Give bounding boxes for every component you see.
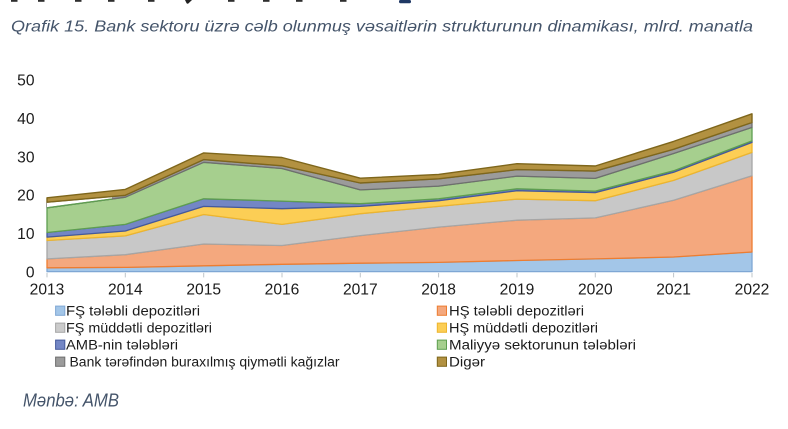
svg-text:Maliyyə sektorunun tələbləri: Maliyyə sektorunun tələbləri xyxy=(449,338,636,353)
svg-text:Bank tərəfindən buraxılmış qiy: Bank tərəfindən buraxılmış qiymətli kağı… xyxy=(70,355,341,370)
svg-text:Qrafik 15. Bank sektoru üzrə c: Qrafik 15. Bank sektoru üzrə cəlb olunmu… xyxy=(11,19,753,36)
svg-text:HŞ müddətli depozitləri: HŞ müddətli depozitləri xyxy=(449,321,598,336)
svg-text:FŞ tələbli depozitləri: FŞ tələbli depozitləri xyxy=(66,304,200,319)
svg-text:2017: 2017 xyxy=(343,282,378,299)
svg-text:HŞ tələbli depozitləri: HŞ tələbli depozitləri xyxy=(449,304,584,319)
svg-text:10: 10 xyxy=(17,226,35,243)
svg-text:40: 40 xyxy=(17,111,35,128)
svg-text:2022: 2022 xyxy=(735,282,770,299)
svg-text:FŞ müddətli depozitləri: FŞ müddətli depozitləri xyxy=(66,321,212,336)
svg-text:2020: 2020 xyxy=(578,282,613,299)
svg-text:2019: 2019 xyxy=(500,282,535,299)
svg-text:20: 20 xyxy=(17,188,35,205)
svg-text:2018: 2018 xyxy=(421,282,456,299)
svg-text:2016: 2016 xyxy=(265,282,300,299)
svg-text:2015: 2015 xyxy=(186,282,221,299)
svg-text:2021: 2021 xyxy=(656,282,691,299)
svg-text:2014: 2014 xyxy=(108,282,143,299)
svg-text:50: 50 xyxy=(17,73,35,90)
svg-text:Mənbə: AMB: Mənbə: AMB xyxy=(23,391,119,411)
svg-text:AMB-nin tələbləri: AMB-nin tələbləri xyxy=(66,338,178,353)
svg-text:0: 0 xyxy=(26,264,35,281)
svg-text:Digər: Digər xyxy=(449,355,486,370)
svg-text:30: 30 xyxy=(17,149,35,166)
svg-text:2013: 2013 xyxy=(30,282,65,299)
